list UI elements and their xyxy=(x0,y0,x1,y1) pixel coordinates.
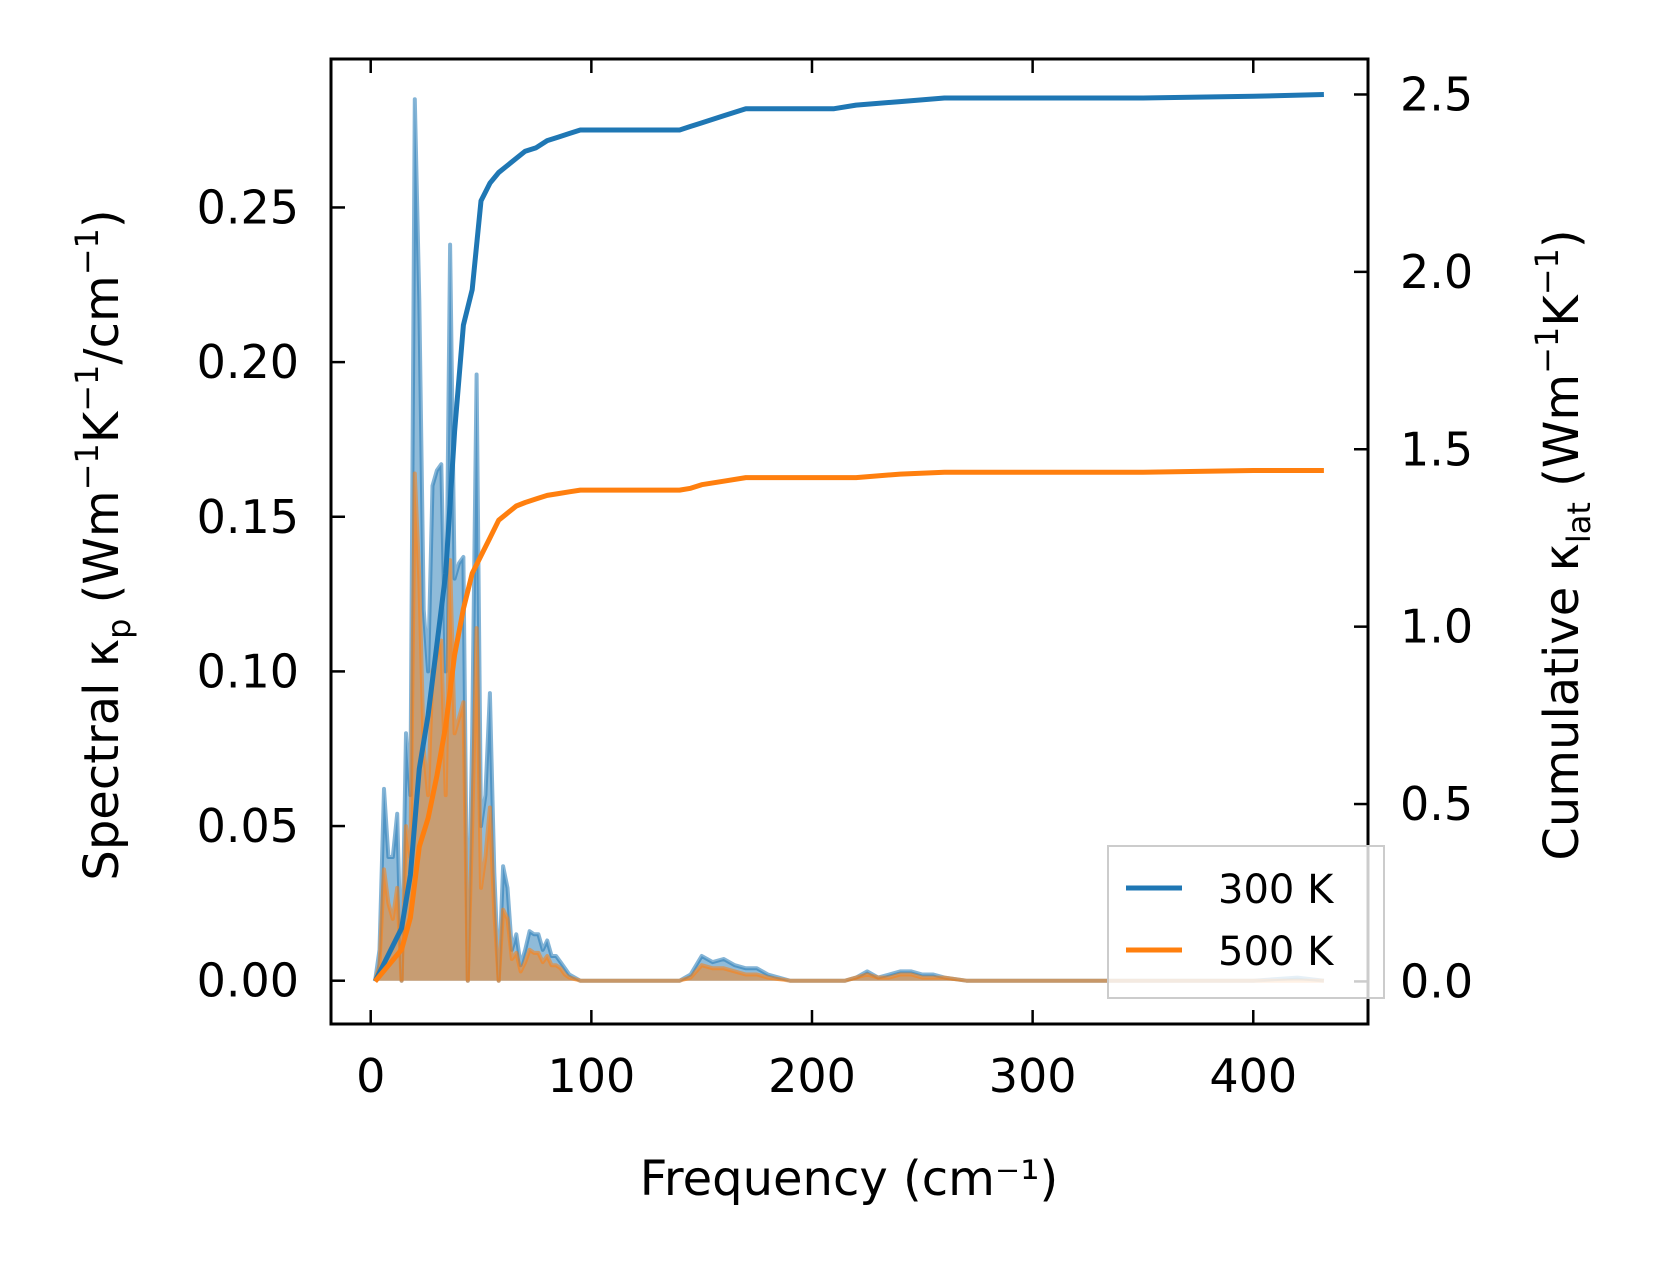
plot-area xyxy=(372,92,1325,983)
spectral-edge-300k xyxy=(373,97,1325,983)
x-tick-label: 0 xyxy=(356,1049,385,1103)
cumulative-line-300k xyxy=(372,92,1324,983)
legend-box xyxy=(1107,845,1385,999)
x-tick-label: 100 xyxy=(547,1049,635,1103)
y-tick-label-right: 2.5 xyxy=(1400,67,1473,121)
legend-label-500k: 500 K xyxy=(1218,929,1335,975)
y-tick-label-right: 0.0 xyxy=(1400,954,1473,1008)
y-tick-label-right: 1.5 xyxy=(1400,422,1473,476)
y-tick-label-left: 0.25 xyxy=(197,180,299,234)
ticks: 0 100 200 300 400 0.00 0.05 0.10 0.15 0.20 0.25 0.0… xyxy=(197,59,1473,1103)
legend: 300 K 500 K xyxy=(1107,845,1385,999)
x-tick-label: 400 xyxy=(1209,1049,1297,1103)
x-axis-title: Frequency (cm⁻¹) xyxy=(640,1151,1058,1207)
cumulative-line-500k xyxy=(373,468,1324,983)
axes-frame xyxy=(329,57,1370,1026)
y-axis-title-right: Cumulative κlat (Wm−1K−1) xyxy=(1528,229,1598,860)
y-tick-label-left: 0.10 xyxy=(197,644,299,698)
y-axis-title-left: Spectral κp (Wm−1K−1/cm−1) xyxy=(68,209,138,880)
y-tick-label-left: 0.20 xyxy=(197,335,299,389)
x-tick-label: 300 xyxy=(989,1049,1077,1103)
x-tick-label: 200 xyxy=(768,1049,856,1103)
y-tick-label-right: 0.5 xyxy=(1400,777,1473,831)
legend-label-300k: 300 K xyxy=(1218,867,1335,913)
y-tick-label-left: 0.05 xyxy=(197,799,299,853)
y-tick-label-right: 1.0 xyxy=(1400,600,1473,654)
y-tick-label-left: 0.15 xyxy=(197,490,299,544)
y-tick-label-left: 0.00 xyxy=(197,954,299,1008)
y-tick-label-right: 2.0 xyxy=(1400,245,1473,299)
